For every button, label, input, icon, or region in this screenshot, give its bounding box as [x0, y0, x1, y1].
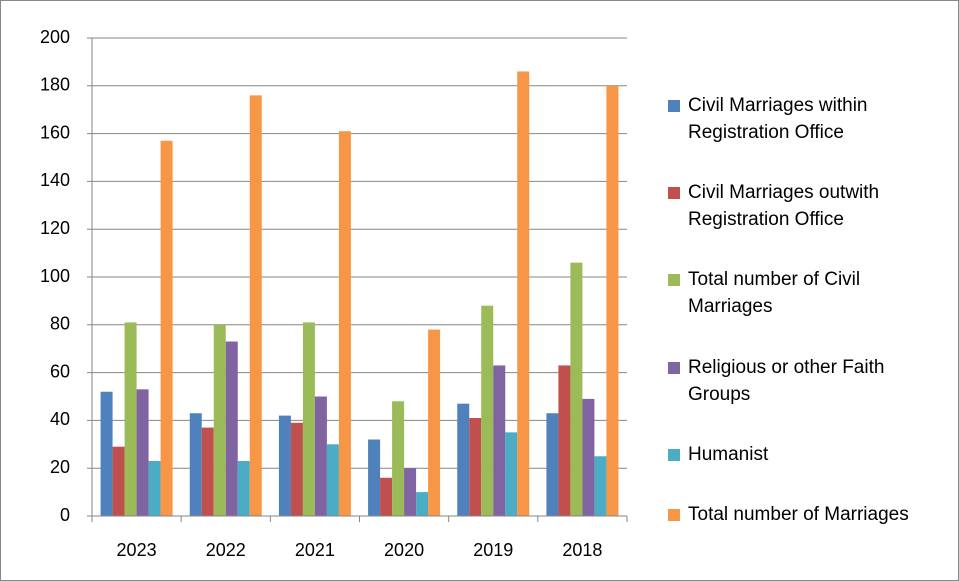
- legend-entry: Total number of Marriages: [668, 501, 948, 528]
- legend-label: Religious or other Faith Groups: [688, 356, 885, 405]
- legend-swatch: [668, 187, 680, 200]
- y-tick-label: 60: [50, 361, 70, 381]
- bar: [189, 413, 202, 516]
- bar: [582, 398, 595, 516]
- bar: [314, 396, 327, 516]
- bar: [594, 456, 607, 516]
- bar: [505, 432, 518, 516]
- y-tick-label: 160: [40, 122, 70, 142]
- legend-entry: Civil Marriages within Registration Offi…: [668, 92, 948, 146]
- bar: [606, 85, 619, 517]
- legend-label: Civil Marriages outwith Registration Off…: [688, 182, 880, 231]
- bar: [326, 444, 339, 516]
- legend-swatch: [668, 100, 680, 112]
- x-tick-label: 2021: [295, 540, 335, 560]
- bar: [517, 71, 530, 517]
- legend-swatch: [668, 448, 680, 461]
- bar: [368, 439, 381, 516]
- bar: [249, 95, 262, 517]
- x-tick-label: 2019: [473, 540, 513, 560]
- y-tick-label: 120: [40, 218, 70, 238]
- bar: [302, 322, 315, 516]
- bar: [481, 305, 494, 516]
- bar: [404, 468, 417, 516]
- bar: [380, 477, 393, 516]
- bar: [493, 365, 506, 516]
- bar: [112, 446, 125, 516]
- bar: [225, 341, 238, 516]
- bar: [392, 401, 405, 516]
- y-tick-label: 100: [40, 266, 70, 286]
- legend-entry: Civil Marriages outwith Registration Off…: [668, 179, 948, 233]
- bar: [457, 403, 470, 516]
- y-tick-label: 20: [50, 457, 70, 477]
- bar: [469, 418, 482, 516]
- bar: [546, 413, 559, 516]
- legend-label: Civil Marriages within Registration Offi…: [688, 95, 868, 143]
- y-tick-label: 140: [40, 170, 70, 190]
- bar: [558, 365, 571, 516]
- x-tick-label: 2022: [206, 540, 246, 560]
- legend-entry: Religious or other Faith Groups: [668, 354, 948, 408]
- bar: [100, 391, 113, 516]
- bar: [570, 262, 583, 516]
- legend: Civil Marriages within Registration Offi…: [668, 92, 948, 528]
- bar: [416, 492, 429, 516]
- legend-swatch: [668, 508, 680, 521]
- bar: [160, 140, 173, 516]
- y-tick-label: 200: [40, 27, 70, 47]
- bar: [428, 329, 441, 516]
- bar: [136, 389, 149, 516]
- y-tick-label: 0: [60, 505, 70, 525]
- bar: [278, 415, 291, 516]
- bar: [124, 322, 137, 516]
- bar: [237, 461, 250, 516]
- bar: [148, 461, 161, 516]
- legend-swatch: [668, 274, 680, 287]
- legend-label: Total number of Civil Marriages: [688, 269, 861, 318]
- y-tick-label: 180: [40, 75, 70, 95]
- legend-entry: Humanist: [668, 441, 948, 468]
- legend-swatch: [668, 361, 680, 374]
- legend-label: Humanist: [688, 443, 769, 465]
- bar: [213, 324, 226, 516]
- x-tick-label: 2020: [384, 540, 424, 560]
- legend-entry: Total number of Civil Marriages: [668, 266, 948, 320]
- x-tick-label: 2023: [117, 540, 157, 560]
- y-tick-label: 80: [50, 314, 70, 334]
- x-tick-label: 2018: [562, 540, 602, 560]
- legend-label: Total number of Marriages: [688, 503, 909, 525]
- bar: [338, 131, 351, 516]
- y-tick-label: 40: [50, 409, 70, 429]
- bar: [201, 427, 214, 516]
- bar: [290, 422, 303, 516]
